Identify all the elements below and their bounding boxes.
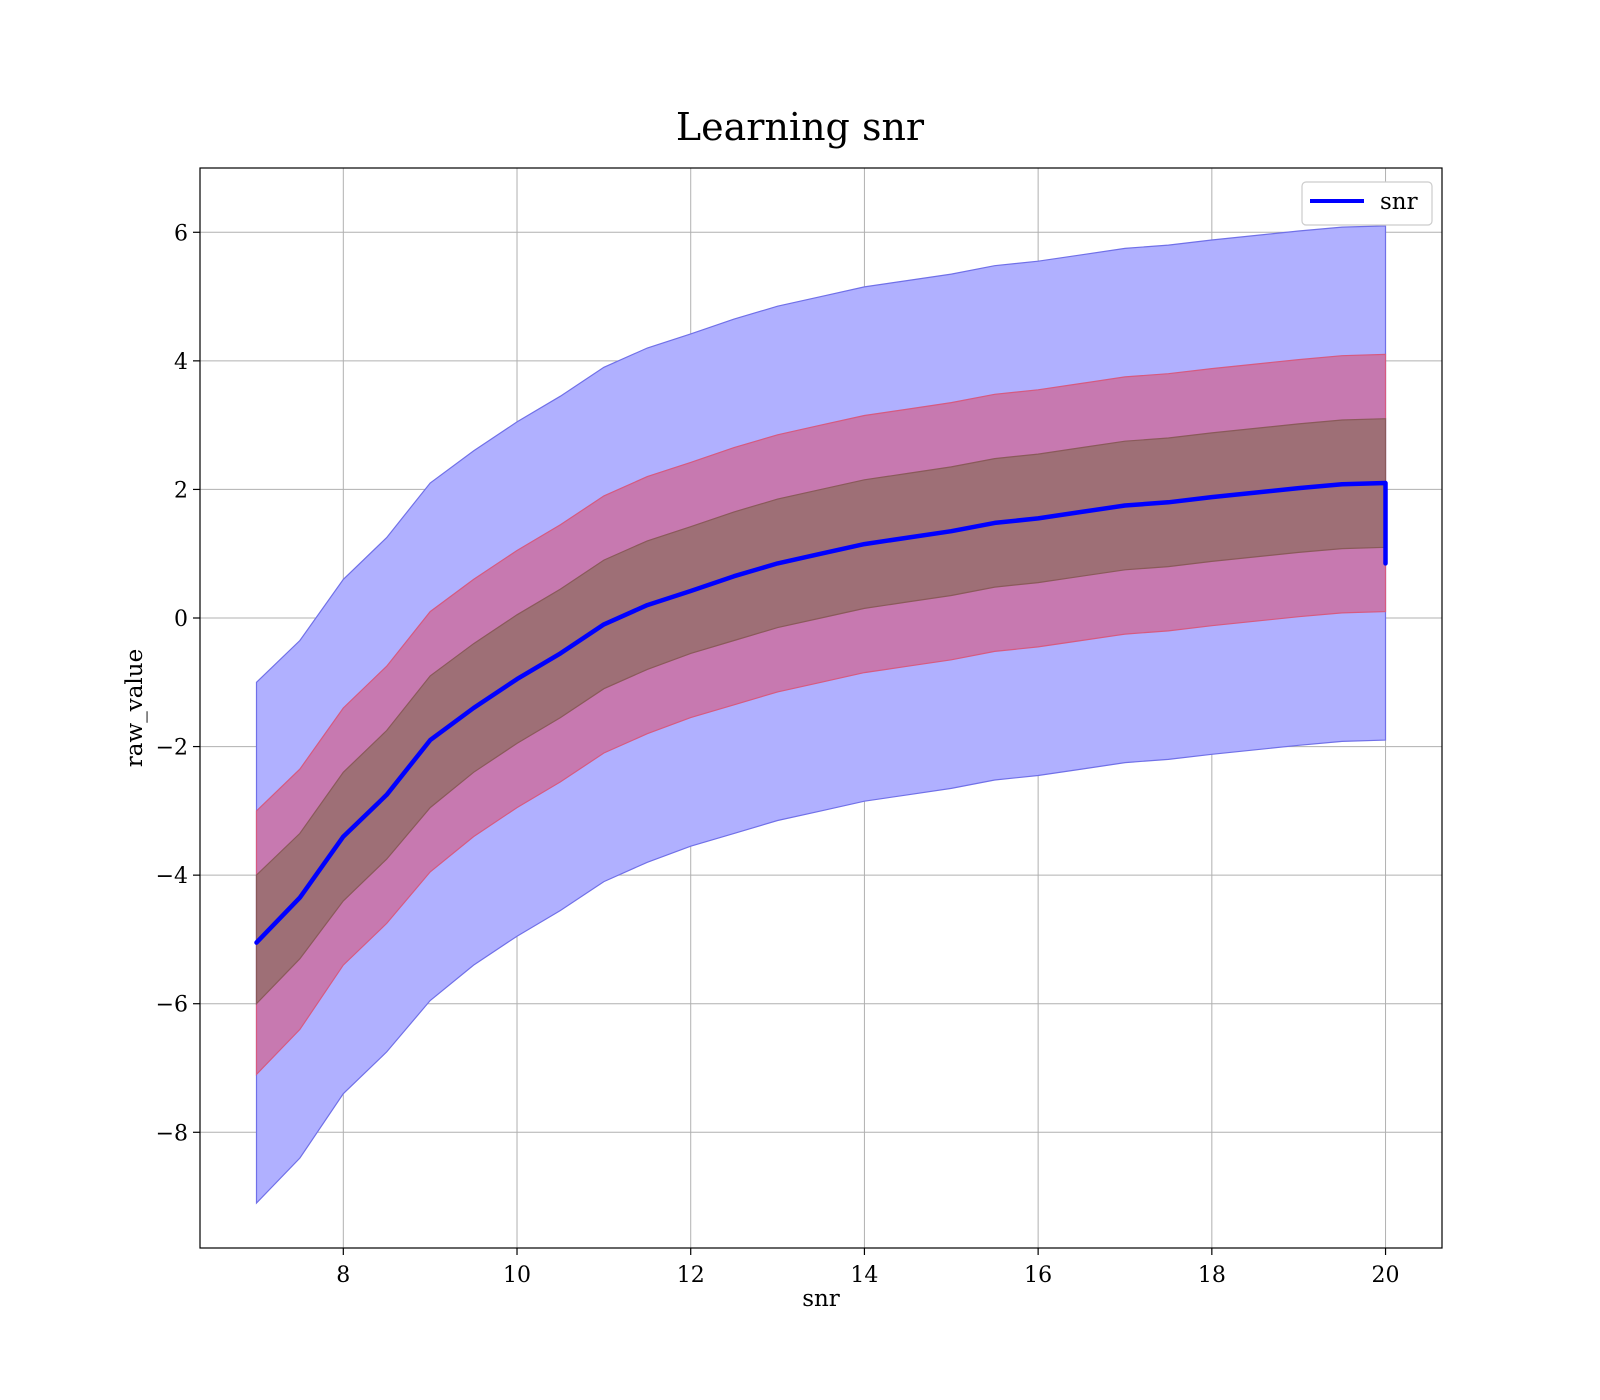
y-tick-label: −6: [156, 993, 188, 1018]
series-line-snr: [254, 480, 1388, 945]
x-tick-label: 18: [1198, 1263, 1226, 1288]
legend: snr: [1301, 181, 1433, 226]
confidence-bands: [255, 225, 1387, 1205]
x-tick-label: 10: [503, 1263, 531, 1288]
y-tick-label: −4: [156, 864, 188, 889]
y-tick-label: 6: [174, 221, 188, 246]
y-tick-label: 0: [174, 607, 188, 632]
legend-label-snr: snr: [1380, 189, 1418, 215]
chart-title: Learning snr: [676, 105, 925, 149]
x-tick-label: 12: [677, 1263, 705, 1288]
y-ticks: −8 −6 −4 −2 0 2 4 6: [156, 221, 200, 1146]
y-tick-label: −2: [156, 736, 188, 761]
series-lines: [254, 480, 1388, 945]
x-axis-label: snr: [802, 1286, 840, 1312]
x-ticks: 8 10 12 14 16 18 20: [336, 1248, 1400, 1288]
x-tick-label: 14: [850, 1263, 878, 1288]
x-tick-label: 8: [336, 1263, 350, 1288]
y-axis-label: raw_value: [122, 649, 148, 767]
y-tick-label: −8: [156, 1121, 188, 1146]
y-tick-label: 4: [174, 350, 188, 375]
y-tick-label: 2: [174, 478, 188, 503]
legend-box: [1301, 181, 1433, 226]
x-tick-label: 20: [1372, 1263, 1400, 1288]
x-tick-label: 16: [1024, 1263, 1052, 1288]
plot-frame: [199, 167, 1443, 1249]
